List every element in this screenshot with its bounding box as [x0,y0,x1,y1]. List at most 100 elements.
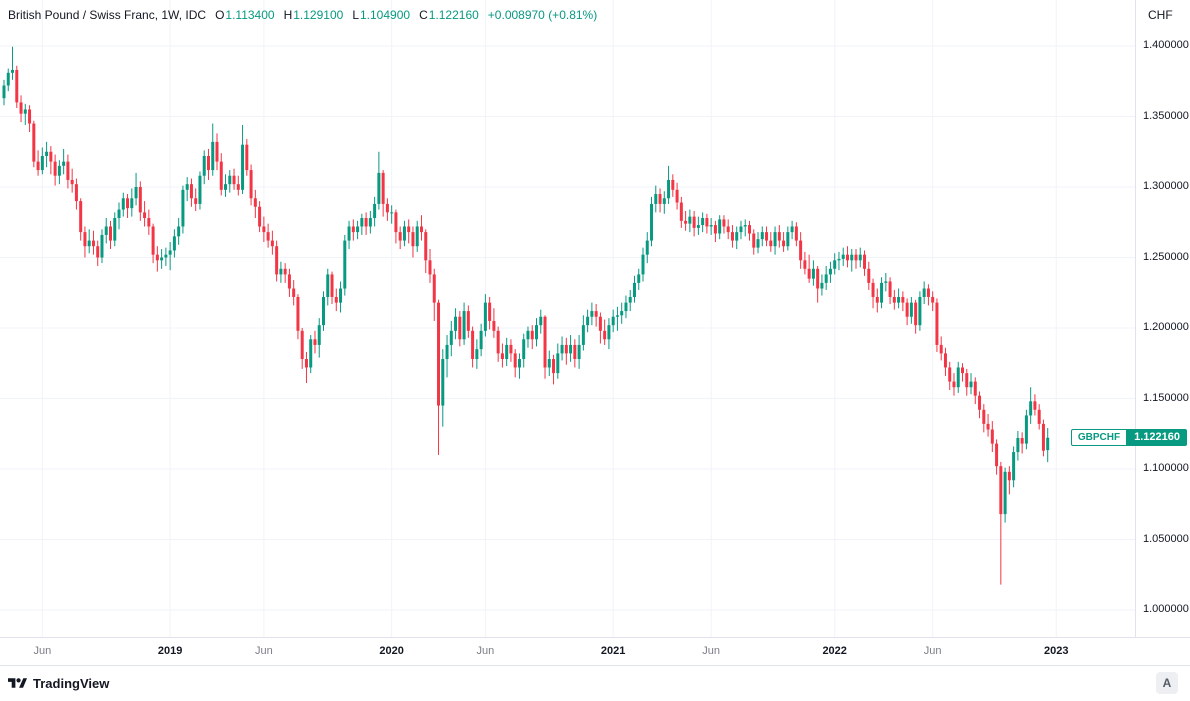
candle-body [79,201,83,233]
tradingview-attribution-link[interactable]: TradingView [8,666,109,701]
candle-body [688,216,692,224]
candle-body [871,282,875,297]
candle-body [709,225,713,227]
candle-body [483,302,487,331]
candle-body [556,353,560,374]
candle-body [888,281,892,297]
candle-body [317,325,321,345]
candle-body [402,226,406,241]
candle-body [390,212,394,214]
candle-body [454,316,458,331]
candle-body [696,225,700,228]
auto-scale-button[interactable]: A [1156,672,1178,694]
candle-body [126,198,130,209]
candle-body [965,373,969,388]
candle-body [837,258,841,261]
candle-body [675,189,679,203]
candle-body [32,123,36,162]
candle-body [803,260,807,269]
chart-area[interactable] [0,0,1135,637]
last-price-label: GBPCHF 1.122160 [1070,428,1187,446]
candle-body [671,179,675,190]
candle-body [730,232,734,241]
candle-body [19,102,23,114]
candle-body [569,344,573,354]
time-axis[interactable]: Jun 2019 Jun 2020 Jun 2021 Jun 2022 Jun 2023 [0,637,1190,666]
candle-body [735,232,739,241]
footer: TradingView A [0,665,1190,701]
candle-body [679,202,683,221]
candle-body [986,423,990,430]
candle-body [215,141,219,162]
price-tick-label: 1.400000 [1143,39,1189,51]
candle-body [760,232,764,240]
candlestick-svg[interactable] [0,0,1135,637]
price-axis[interactable]: CHF 1.400000 1.350000 1.300000 1.250000 1.20… [1135,0,1190,637]
candle-body [49,151,53,162]
candle-body [181,189,185,227]
candle-body [586,316,590,326]
candle-body [982,409,986,424]
candle-body [424,232,428,261]
candle-body [935,302,939,345]
candle-body [100,234,104,258]
time-tick-label: Jun [476,645,495,657]
candle-body [650,203,654,241]
candle-body [547,359,551,368]
candle-body [892,296,896,303]
candle-body [117,209,121,219]
candle-body [368,218,372,227]
candle-body [104,226,108,235]
candle-body [739,226,743,233]
candle-body [858,254,862,261]
time-tick-label: 2020 [379,645,404,657]
candle-body [969,381,973,388]
candle-body [155,254,159,261]
low-value: 1.104900 [360,8,411,22]
low-label: L [352,8,359,22]
time-tick-label: 2021 [600,645,626,657]
candle-body [74,184,78,202]
candle-body [816,268,820,289]
candle-body [637,274,641,283]
candle-body [922,288,926,297]
candle-body [138,187,142,213]
candle-body [718,219,722,234]
candle-body [884,281,888,283]
price-tick-label: 1.200000 [1143,321,1189,333]
candle-body [995,443,999,467]
candle-body [620,311,624,316]
candle-body [790,226,794,233]
symbol-legend[interactable]: British Pound / Swiss Franc, 1W, IDC O1.1… [8,8,597,22]
candle-body [773,232,777,247]
candle-body [641,254,645,275]
candle-body [309,339,313,368]
candle-body [769,240,773,247]
tradingview-logo-icon [8,676,27,691]
candle-body [364,218,368,227]
candle-body [931,296,935,303]
candle-body [15,69,19,103]
legend-symbol-title[interactable]: British Pound / Swiss Franc, 1W, IDC [8,8,207,22]
candle-body [863,254,867,269]
price-label-symbol: GBPCHF [1070,428,1128,446]
candle-body [258,206,262,227]
candle-body [517,359,521,368]
candle-body [624,302,628,312]
candle-body [1029,401,1033,416]
candle-body [202,155,206,176]
candle-body [1012,452,1016,481]
candle-body [245,144,249,171]
candle-body [833,260,837,269]
candle-body [841,254,845,259]
candle-body [249,170,253,199]
candle-body [334,296,338,303]
candle-body [292,288,296,297]
candle-body [11,69,15,73]
candle-body [270,240,274,247]
candle-body [701,218,705,226]
candle-body [253,198,257,207]
candle-body [1037,409,1041,424]
candle-body [786,232,790,247]
candle-body [756,239,760,248]
